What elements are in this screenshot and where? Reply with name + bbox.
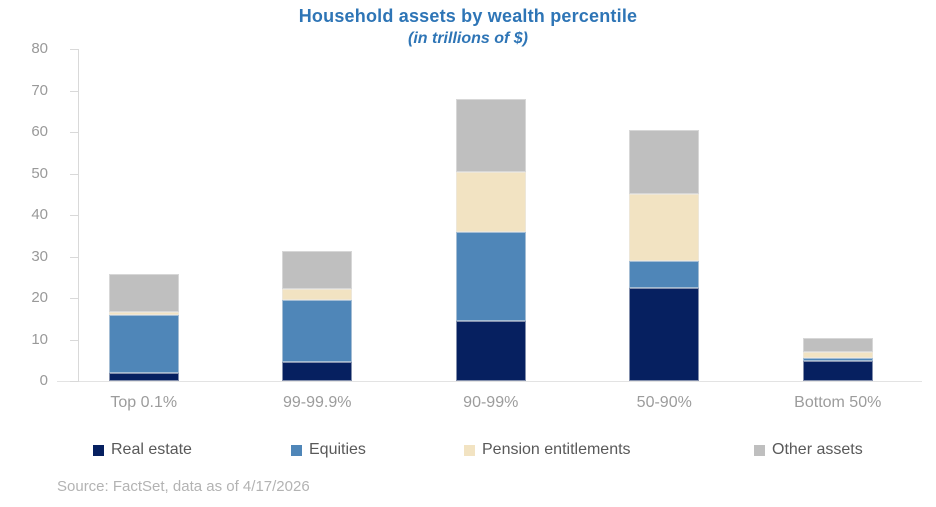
legend-item-equities: Equities <box>291 441 366 459</box>
x-category-label: 99-99.9% <box>283 394 352 411</box>
bar-segment-other-assets-99-99.9- <box>282 251 353 289</box>
bar-segment-pension-entitlements-99-99.9- <box>282 288 353 301</box>
x-category-label: Top 0.1% <box>110 394 178 411</box>
y-axis-tick <box>70 339 79 341</box>
y-axis-tick-label: 60 <box>31 123 48 140</box>
y-axis-tick <box>70 132 79 133</box>
bar-segment-equities-50-90- <box>629 260 700 289</box>
y-axis-tick-label: 40 <box>31 206 48 223</box>
y-axis-tick-label: 0 <box>39 372 48 389</box>
y-axis-tick <box>70 215 79 216</box>
legend-swatch-icon <box>464 444 475 456</box>
chart-legend: Real estate Equities Pension entitlements O… <box>0 441 936 461</box>
y-axis-tick-label: 80 <box>31 40 48 57</box>
x-axis-line <box>57 381 922 382</box>
legend-label: Pension entitlements <box>482 441 631 458</box>
legend-swatch-icon <box>754 444 765 456</box>
y-axis-tick <box>70 256 79 258</box>
bar-segment-real-estate-90-99- <box>455 320 526 381</box>
bar-segment-pension-entitlements-50-90- <box>629 194 700 261</box>
y-axis-tick <box>70 298 79 299</box>
y-axis-tick-label: 10 <box>31 330 48 348</box>
bar-segment-other-assets-50-90- <box>629 130 700 195</box>
source-note: Source: FactSet, data as of 4/17/2026 <box>57 478 310 495</box>
x-category-label: 50-90% <box>636 394 692 411</box>
bar-segment-real-estate-50-90- <box>629 288 700 381</box>
bar-segment-pension-entitlements-bottom-50- <box>802 351 873 358</box>
y-axis-tick <box>70 381 79 382</box>
y-axis-tick-label: 50 <box>31 164 48 182</box>
legend-item-other-assets: Other assets <box>754 441 863 459</box>
x-category-label: Bottom 50% <box>794 394 882 411</box>
bar-segment-real-estate-top-0.1- <box>108 372 179 381</box>
legend-swatch-icon <box>93 444 104 456</box>
bar-segment-other-assets-90-99- <box>455 98 526 172</box>
y-axis-tick <box>70 90 79 92</box>
x-category-label: 90-99% <box>463 394 519 411</box>
legend-label: Equities <box>309 441 366 458</box>
legend-label: Real estate <box>111 441 192 458</box>
legend-item-real-estate: Real estate <box>93 441 192 459</box>
y-axis-tick-label: 20 <box>31 289 48 306</box>
bar-segment-real-estate-99-99.9- <box>282 362 353 381</box>
chart-subtitle: (in trillions of $) <box>408 30 528 47</box>
bar-segment-other-assets-top-0.1- <box>108 274 179 312</box>
y-axis-tick <box>70 173 79 175</box>
legend-item-pension-entitlements: Pension entitlements <box>464 441 631 459</box>
bar-segment-real-estate-bottom-50- <box>802 361 873 381</box>
bar-segment-pension-entitlements-90-99- <box>455 171 526 232</box>
y-axis-tick <box>70 49 79 50</box>
bar-segment-equities-90-99- <box>455 231 526 321</box>
legend-label: Other assets <box>772 441 863 458</box>
bar-segment-equities-bottom-50- <box>802 357 873 362</box>
bar-segment-other-assets-bottom-50- <box>802 337 873 352</box>
y-axis-tick-label: 30 <box>31 247 48 265</box>
y-axis-tick-label: 70 <box>31 81 48 99</box>
bar-segment-equities-top-0.1- <box>108 314 179 373</box>
bar-segment-equities-99-99.9- <box>282 300 353 363</box>
chart-title: Household assets by wealth percentile <box>298 6 638 26</box>
bar-segment-pension-entitlements-top-0.1- <box>108 311 179 315</box>
legend-swatch-icon <box>291 444 302 456</box>
